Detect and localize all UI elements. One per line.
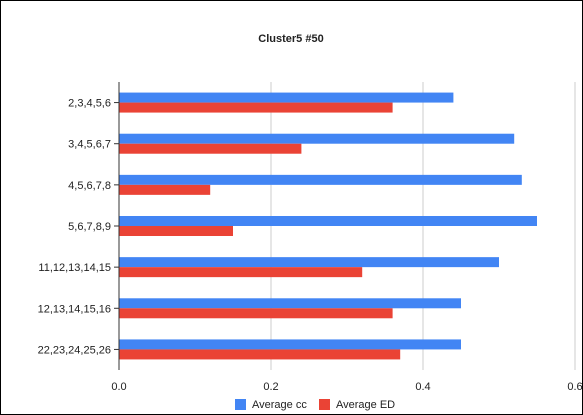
bar-average-ed <box>119 143 302 154</box>
bar-average-cc <box>119 257 499 268</box>
legend-swatch <box>235 399 246 410</box>
bar-average-cc <box>119 133 515 144</box>
category-label: 4,5,6,7,8 <box>68 180 111 192</box>
bar-average-ed <box>119 267 363 278</box>
bar-average-ed <box>119 308 393 319</box>
bar-average-cc <box>119 92 454 103</box>
tick-labels: 0.0 0.2 0.4 0.6 <box>111 381 582 393</box>
bar-average-cc <box>119 174 522 185</box>
bar-average-ed <box>119 102 393 113</box>
legend-label: Average ED <box>336 399 395 411</box>
legend-label: Average cc <box>252 399 307 411</box>
x-tick-label: 0.6 <box>567 381 582 393</box>
bar-average-cc <box>119 216 537 226</box>
category-label: 2,3,4,5,6 <box>68 98 111 110</box>
bar-average-ed <box>119 349 401 360</box>
axis <box>114 82 120 370</box>
x-tick-label: 0.0 <box>111 381 126 393</box>
category-label: 22,23,24,25,26 <box>38 344 111 356</box>
chart-title: Cluster5 #50 <box>258 33 323 45</box>
legend-swatch <box>319 399 330 410</box>
category-label: 3,4,5,6,7 <box>68 139 111 151</box>
category-label: 12,13,14,15,16 <box>38 303 111 315</box>
x-tick-label: 0.4 <box>415 381 430 393</box>
category-labels: 2,3,4,5,6 3,4,5,6,7 4,5,6,7,8 5,6,7,8,9 11,1… <box>38 98 111 357</box>
bar-average-cc <box>119 339 461 350</box>
bar-average-cc <box>119 298 461 309</box>
bar-average-ed <box>119 226 233 236</box>
bars <box>119 92 537 360</box>
bar-average-ed <box>119 184 211 195</box>
legend: Average cc Average ED <box>235 399 395 411</box>
x-tick-label: 0.2 <box>263 381 278 393</box>
category-label: 5,6,7,8,9 <box>68 221 111 233</box>
category-label: 11,12,13,14,15 <box>38 262 111 274</box>
